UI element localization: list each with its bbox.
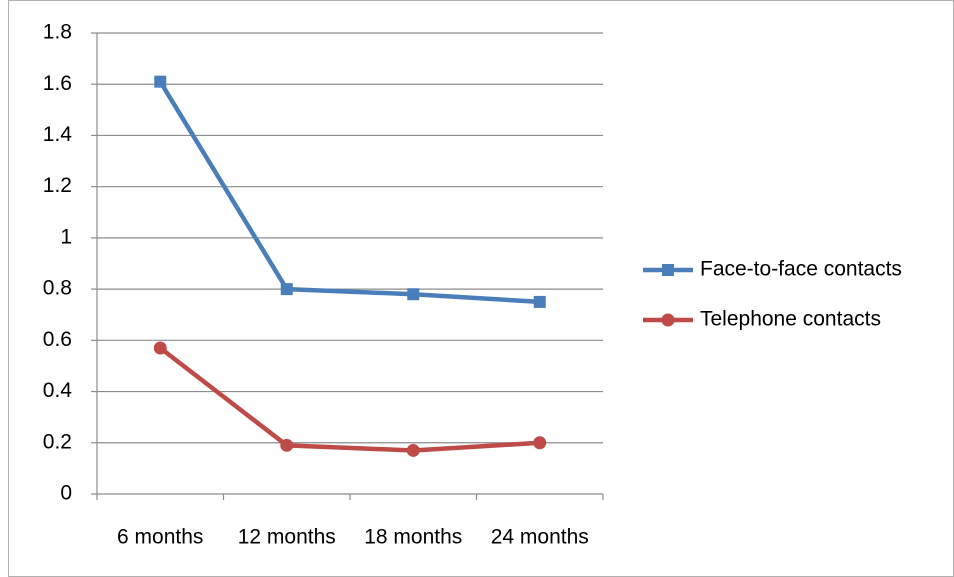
- marker: [280, 438, 294, 452]
- y-tick-label: 1: [60, 225, 72, 248]
- y-tick-label: 0: [60, 482, 72, 505]
- x-tick-label: 24 months: [491, 526, 589, 549]
- marker: [533, 295, 546, 308]
- marker: [662, 264, 674, 276]
- marker: [280, 283, 293, 296]
- marker: [154, 75, 167, 88]
- y-tick-label: 1.2: [43, 174, 72, 197]
- chart-frame: [8, 0, 954, 577]
- series-line: [158, 80, 540, 305]
- marker: [407, 288, 420, 301]
- legend-label: Telephone contacts: [700, 308, 881, 331]
- y-tick-label: 1.4: [43, 123, 73, 146]
- marker: [406, 443, 420, 457]
- marker: [153, 341, 167, 355]
- y-tick-label: 0.4: [43, 379, 73, 402]
- series-line: [158, 346, 540, 453]
- y-tick-label: 0.6: [43, 328, 72, 351]
- x-tick-label: 12 months: [238, 526, 336, 549]
- x-tick-label: 18 months: [364, 526, 462, 549]
- y-tick-label: 1.6: [43, 72, 72, 95]
- y-tick-label: 0.2: [43, 430, 72, 453]
- marker: [661, 313, 675, 327]
- marker: [533, 436, 547, 450]
- y-tick-label: 1.8: [43, 21, 72, 44]
- y-tick-label: 0.8: [43, 277, 72, 300]
- legend-label: Face-to-face contacts: [700, 258, 902, 281]
- x-tick-label: 6 months: [117, 526, 203, 549]
